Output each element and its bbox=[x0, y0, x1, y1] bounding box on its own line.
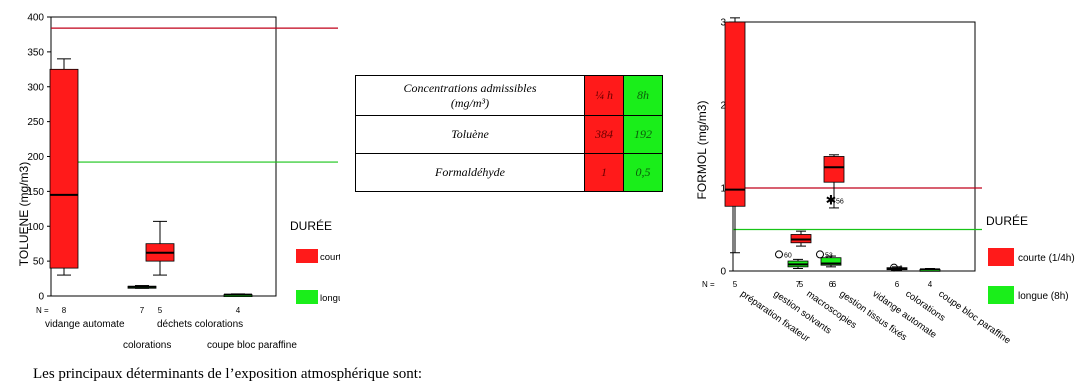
formol-outlier-label: 56 bbox=[836, 198, 844, 205]
toluene-y-tick-label: 200 bbox=[27, 152, 44, 163]
limits-header-label: Concentrations admissibles bbox=[403, 80, 537, 95]
formol-n-count: 5 bbox=[799, 280, 804, 289]
limits-header-label-cell: Concentrations admissibles (mg/m³) bbox=[355, 75, 585, 116]
formol-y-axis-label: FORMOL (mg/m3) bbox=[695, 101, 709, 200]
formol-outlier-marker bbox=[775, 250, 783, 259]
footer-text: Les principaux déterminants de l’exposit… bbox=[33, 366, 423, 382]
formol-legend-title: DURÉE bbox=[986, 213, 1028, 228]
toluene-n-count: 7 bbox=[140, 306, 145, 315]
formol-legend-swatch-long bbox=[988, 286, 1014, 304]
formol-legend-label-short: courte (1/4h) bbox=[1018, 253, 1075, 264]
toluene-box bbox=[49, 68, 79, 269]
formol-legend-swatch-short bbox=[988, 248, 1014, 266]
toluene-category-vidange-automate: vidange automate bbox=[45, 319, 125, 330]
toluene-y-tick-label: 300 bbox=[27, 82, 44, 93]
formol-n-prefix: N = bbox=[702, 280, 715, 289]
formol-box bbox=[823, 156, 845, 183]
toluene-boxplot: 0 50 100 150 200 250 300 350 400 N = 8 7 5 4 TOLUENE … bbox=[17, 13, 340, 352]
toluene-plot-area: 0 50 100 150 200 250 300 350 400 N = 8 7 5 4 bbox=[27, 13, 338, 315]
toluene-y-tick-label: 100 bbox=[27, 222, 44, 233]
toluene-legend-label-short: courte (1/4h) bbox=[320, 252, 340, 263]
formol-outlier-label: 53 bbox=[825, 252, 833, 259]
formol-outlier-label: 60 bbox=[784, 252, 792, 259]
formol-y-tick-label: 3 bbox=[720, 18, 726, 29]
toluene-category-dechets-colorations: déchets colorations bbox=[157, 319, 243, 330]
limits-row-formaldehyde-long: 0,5 bbox=[623, 153, 663, 192]
formol-outlier-marker bbox=[890, 263, 898, 272]
limits-row-toluene-short: 384 bbox=[584, 115, 624, 154]
formol-legend-item-long: longue (8h) bbox=[988, 286, 1069, 304]
toluene-category-colorations: colorations bbox=[123, 340, 171, 351]
formol-box bbox=[820, 257, 842, 266]
formol-y-tick-label: 1 bbox=[720, 184, 726, 195]
formol-plot-frame bbox=[732, 21, 976, 272]
formol-n-count: 4 bbox=[928, 280, 933, 289]
limits-header-long: 8h bbox=[623, 75, 663, 116]
toluene-n-count: 8 bbox=[62, 306, 67, 315]
toluene-n-count: 5 bbox=[158, 306, 163, 315]
limits-row-toluene: Toluène 384 192 bbox=[355, 115, 663, 154]
formol-n-count: 6 bbox=[895, 280, 900, 289]
toluene-legend-title: DURÉE bbox=[290, 218, 332, 233]
toluene-y-tick-label: 150 bbox=[27, 187, 44, 198]
limits-row-formaldehyde: Formaldéhyde 1 0,5 bbox=[355, 153, 663, 192]
formol-outlier-marker: ✱ bbox=[826, 192, 837, 207]
toluene-n-prefix: N = bbox=[36, 306, 49, 315]
toluene-y-tick-label: 400 bbox=[27, 13, 44, 24]
toluene-legend-swatch-short bbox=[296, 249, 318, 263]
toluene-category-coupe-bloc-paraffine: coupe bloc paraffine bbox=[207, 340, 297, 351]
formol-legend-label-long: longue (8h) bbox=[1018, 291, 1069, 302]
toluene-legend-label-long: longue (8h) bbox=[320, 293, 340, 304]
limits-row-formaldehyde-short: 1 bbox=[584, 153, 624, 192]
limits-header-unit: (mg/m³) bbox=[450, 95, 490, 110]
toluene-y-axis-label: TOLUENE (mg/m3) bbox=[17, 162, 31, 266]
toluene-y-tick-label: 250 bbox=[27, 117, 44, 128]
toluene-y-tick-label: 350 bbox=[27, 47, 44, 58]
limits-row-formaldehyde-name: Formaldéhyde bbox=[355, 153, 585, 192]
limits-row-toluene-name: Toluène bbox=[355, 115, 585, 154]
limits-header-short: ¼ h bbox=[584, 75, 624, 116]
toluene-legend-item-short: courte (1/4h) bbox=[296, 249, 340, 263]
formol-y-tick-label: 0 bbox=[720, 267, 726, 278]
formol-outlier-marker bbox=[816, 250, 824, 259]
exposure-limits-table: Concentrations admissibles (mg/m³) ¼ h 8… bbox=[355, 75, 663, 192]
formol-legend-item-short: courte (1/4h) bbox=[988, 248, 1075, 266]
formol-n-count: 5 bbox=[733, 280, 738, 289]
toluene-y-tick-label: 0 bbox=[38, 292, 44, 303]
toluene-legend-swatch-long bbox=[296, 290, 318, 304]
formol-n-count: 6 bbox=[829, 280, 834, 289]
formol-n-count: 7 bbox=[796, 280, 801, 289]
formol-box bbox=[724, 21, 746, 207]
toluene-y-tick-label: 50 bbox=[33, 257, 45, 268]
limits-header-row: Concentrations admissibles (mg/m³) ¼ h 8… bbox=[355, 75, 663, 116]
toluene-n-count: 4 bbox=[236, 306, 241, 315]
formol-outlier-label: 6 bbox=[899, 266, 903, 273]
formol-n-count: 6 bbox=[832, 280, 837, 289]
limits-row-toluene-long: 192 bbox=[623, 115, 663, 154]
toluene-legend-item-long: longue (8h) bbox=[296, 290, 340, 304]
formol-y-tick-label: 2 bbox=[720, 101, 726, 112]
